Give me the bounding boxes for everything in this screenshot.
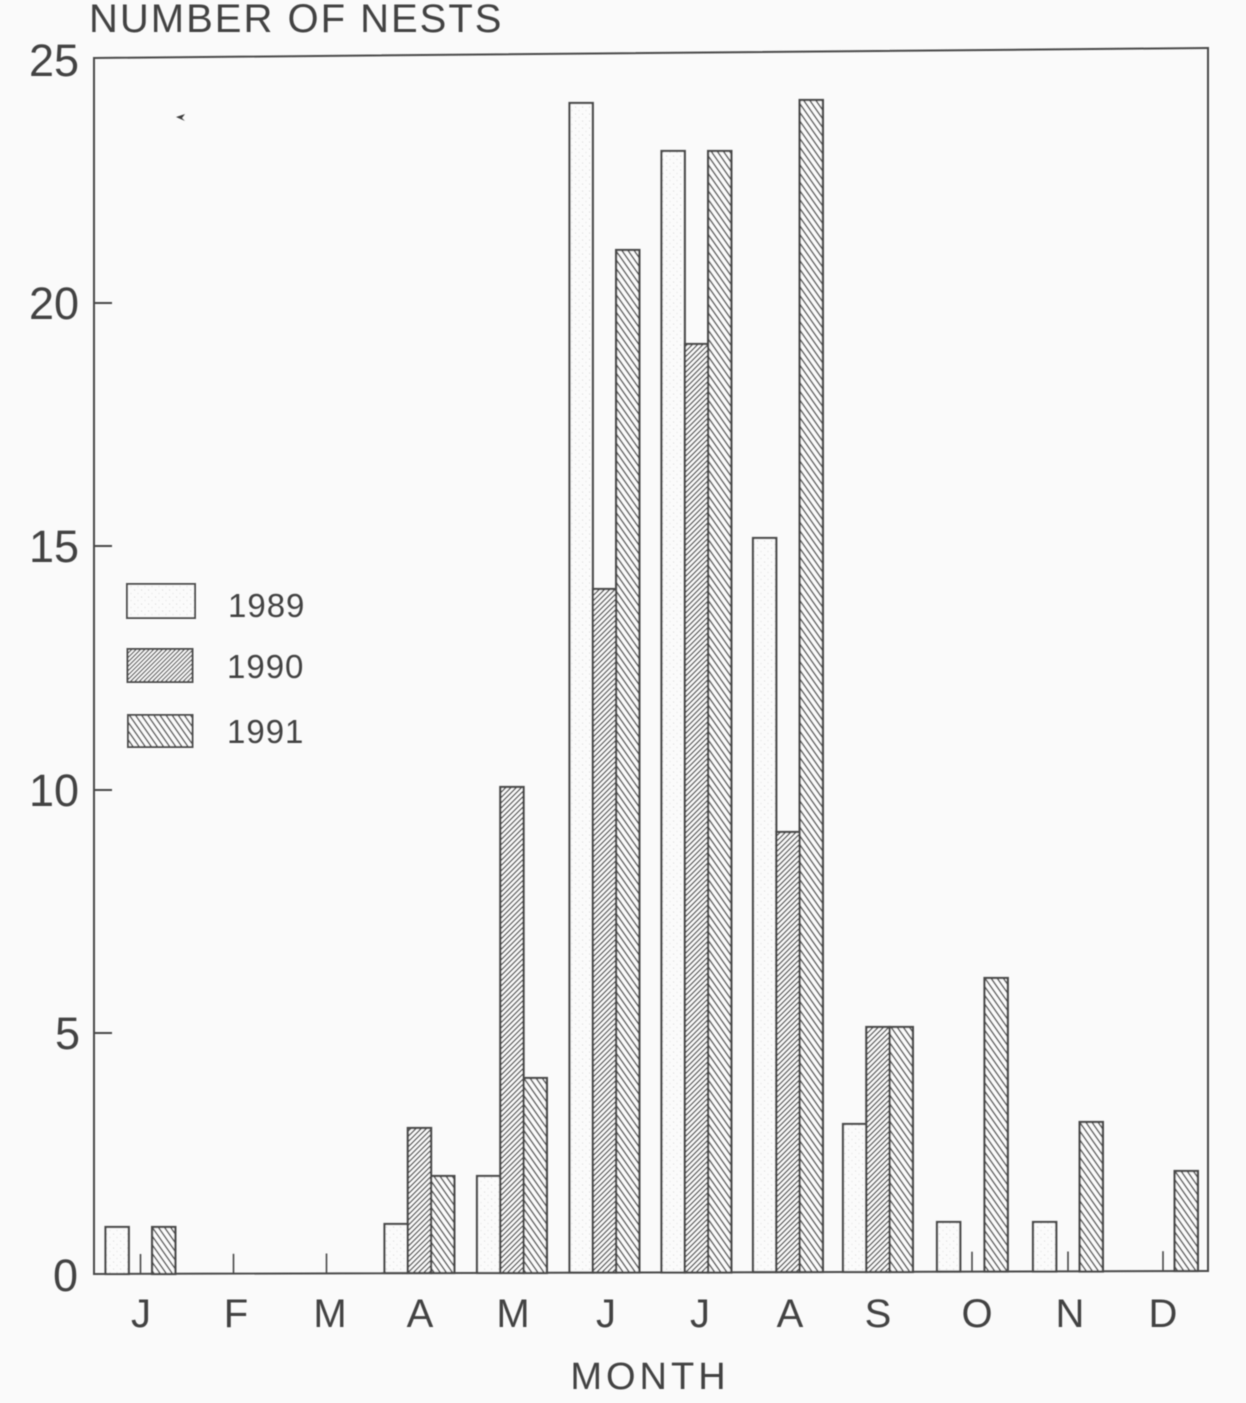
svg-text:10: 10 bbox=[29, 765, 79, 816]
svg-text:J: J bbox=[690, 1292, 710, 1336]
svg-text:0: 0 bbox=[53, 1250, 78, 1301]
svg-text:MONTH: MONTH bbox=[570, 1356, 729, 1398]
svg-text:1991: 1991 bbox=[227, 713, 304, 750]
svg-text:M: M bbox=[496, 1292, 529, 1336]
svg-text:J: J bbox=[596, 1292, 616, 1336]
svg-text:D: D bbox=[1149, 1292, 1178, 1336]
svg-text:O: O bbox=[961, 1292, 992, 1336]
svg-text:A: A bbox=[407, 1292, 434, 1336]
svg-text:N: N bbox=[1056, 1292, 1085, 1336]
svg-text:F: F bbox=[224, 1292, 248, 1336]
svg-text:A: A bbox=[777, 1292, 804, 1336]
svg-text:20: 20 bbox=[29, 278, 79, 329]
svg-text:S: S bbox=[865, 1292, 892, 1336]
svg-text:J: J bbox=[131, 1292, 151, 1336]
svg-text:5: 5 bbox=[55, 1008, 80, 1059]
svg-text:1990: 1990 bbox=[227, 648, 304, 685]
svg-text:25: 25 bbox=[29, 35, 79, 86]
svg-text:1989: 1989 bbox=[228, 587, 305, 624]
svg-text:15: 15 bbox=[29, 521, 79, 572]
svg-text:NUMBER OF NESTS: NUMBER OF NESTS bbox=[89, 0, 503, 41]
svg-text:M: M bbox=[313, 1292, 346, 1336]
